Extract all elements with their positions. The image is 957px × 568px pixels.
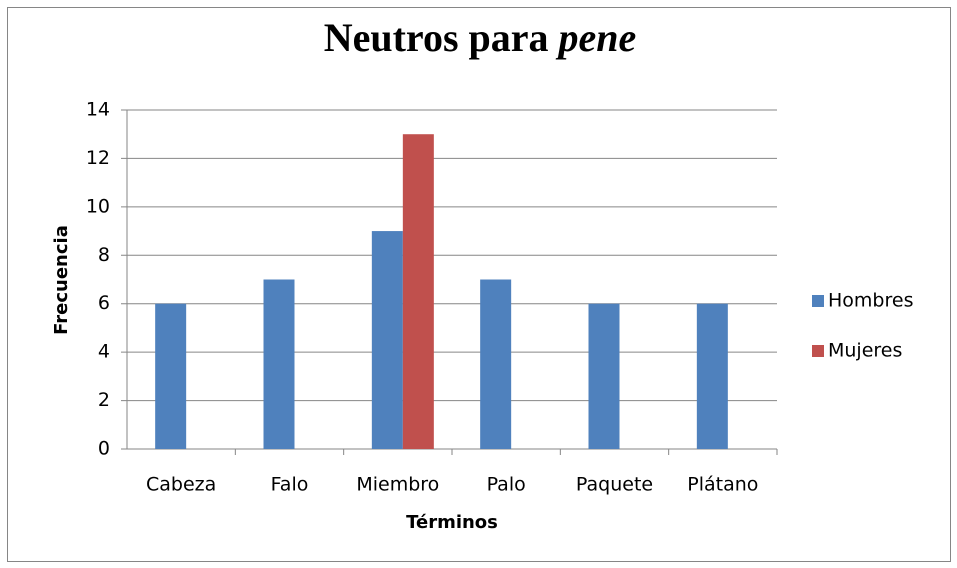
x-tick-label: Cabeza xyxy=(146,474,216,496)
title-text: Neutros para xyxy=(324,15,559,60)
y-tick-label: 4 xyxy=(98,341,110,363)
bar xyxy=(371,231,403,449)
legend-label: Mujeres xyxy=(828,340,902,362)
bar xyxy=(696,303,728,449)
legend-swatch xyxy=(812,345,824,357)
x-axis-title: Términos xyxy=(406,512,498,533)
bar xyxy=(155,303,187,449)
bar xyxy=(402,134,434,449)
y-axis-title: Frecuencia xyxy=(51,225,72,335)
chart-title: Neutros para pene xyxy=(324,15,637,60)
title-emphasis: pene xyxy=(556,15,637,60)
x-tick-label: Falo xyxy=(271,474,309,496)
y-tick-label: 14 xyxy=(86,99,110,121)
bar xyxy=(588,303,620,449)
y-tick-label: 6 xyxy=(98,292,110,314)
y-tick-label: 12 xyxy=(86,147,110,169)
x-tick-label: Paquete xyxy=(576,474,653,496)
y-tick-label: 10 xyxy=(86,195,110,217)
x-tick-label: Miembro xyxy=(356,474,439,496)
legend-swatch xyxy=(812,295,824,307)
bar xyxy=(480,279,512,449)
x-tick-label: Palo xyxy=(487,474,526,496)
y-tick-label: 0 xyxy=(98,438,110,460)
legend-label: Hombres xyxy=(828,290,913,312)
y-tick-label: 2 xyxy=(98,389,110,411)
x-tick-label: Plátano xyxy=(687,474,758,496)
chart-frame xyxy=(7,7,951,562)
bar xyxy=(263,279,295,449)
y-tick-label: 8 xyxy=(98,244,110,266)
